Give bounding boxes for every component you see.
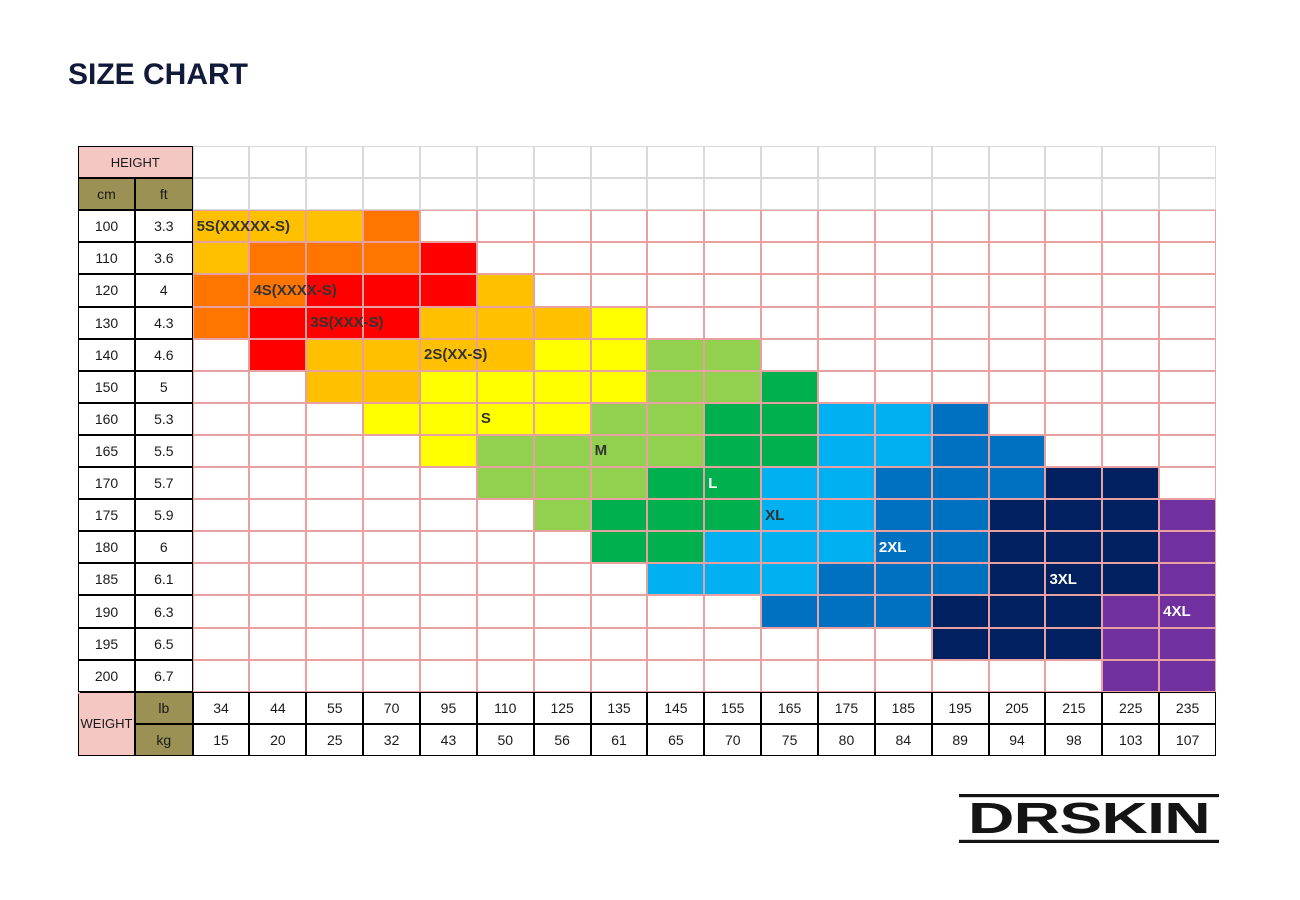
svg-text:DRSKIN: DRSKIN xyxy=(968,794,1210,843)
